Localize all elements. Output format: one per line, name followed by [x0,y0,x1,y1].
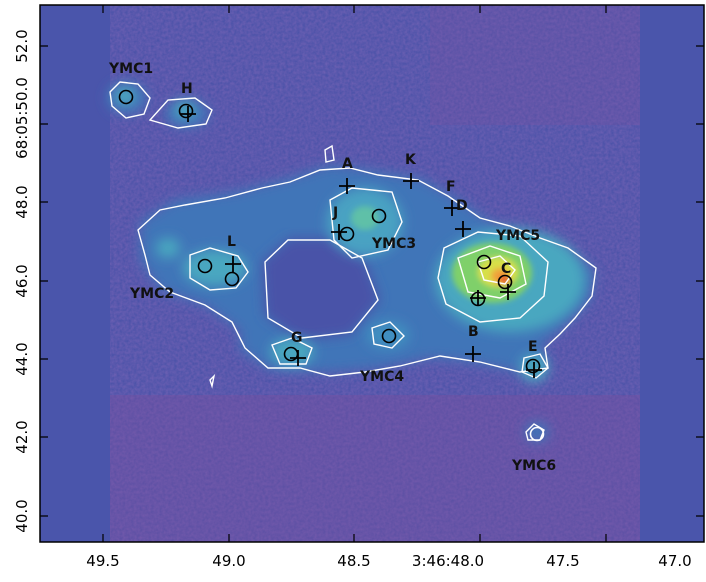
label-k: K [405,152,417,168]
x-tick-label: 47.0 [658,552,691,570]
x-tick-label: 3:46:48.0 [412,552,484,570]
plot-frame [39,4,705,543]
label-h: H [181,81,193,97]
y-tick-label: 46.0 [13,264,31,297]
y-axis-labels: 52.0 68:05:50.0 48.0 46.0 44.0 42.0 40.0 [13,29,31,532]
x-tick-label: 47.5 [546,552,579,570]
label-e: E [528,339,538,355]
label-c: C [501,261,511,277]
label-j: J [332,205,338,221]
label-l: L [227,234,236,250]
label-f: F [446,179,456,195]
label-ymc3: YMC3 [371,236,416,252]
y-tick-label: 52.0 [13,29,31,62]
label-d: D [456,198,468,214]
label-ymc5: YMC5 [495,228,540,244]
label-b: B [468,324,479,340]
label-a: A [342,156,353,172]
cross-markers [180,106,542,378]
x-axis-labels: 49.5 49.0 48.5 3:46:48.0 47.5 47.0 [86,552,691,570]
y-tick-label: 44.0 [13,342,31,375]
image-background [40,5,704,542]
x-tick-label: 49.5 [86,552,119,570]
y-tick-label: 40.0 [13,499,31,532]
label-ymc4: YMC4 [359,369,404,385]
y-tick-label: 48.0 [13,185,31,218]
label-g: G [291,330,303,346]
y-tick-label: 42.0 [13,420,31,453]
x-tick-label: 48.5 [337,552,370,570]
axis-ticks [40,5,704,542]
y-tick-label: 68:05:50.0 [13,77,31,159]
label-ymc1: YMC1 [108,61,153,77]
contour-lines [109,81,597,441]
source-labels: YMC1 H A K F D J YMC3 YMC5 L C YMC2 G B … [108,61,556,474]
label-ymc2: YMC2 [129,286,174,302]
x-tick-label: 49.0 [212,552,245,570]
label-ymc6: YMC6 [511,458,556,474]
emission-cavity [262,238,380,340]
